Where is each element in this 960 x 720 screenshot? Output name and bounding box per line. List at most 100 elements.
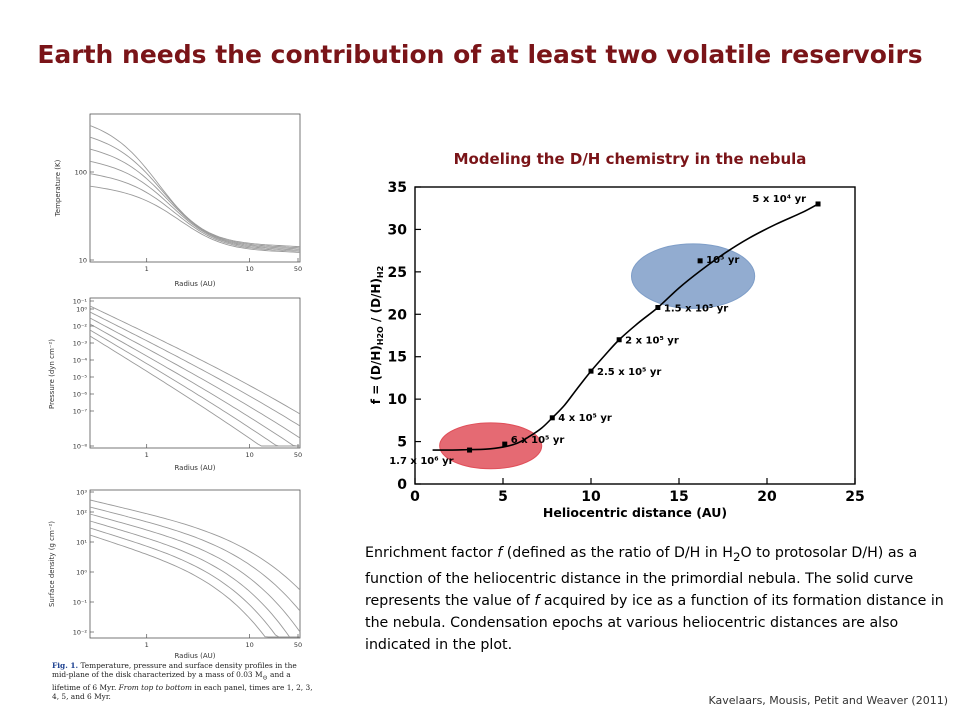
profile-curve — [89, 513, 301, 633]
epoch-point — [467, 447, 473, 453]
plot-frame — [414, 186, 856, 485]
surface-density-panel: 10³ 10² 10¹ 10⁰ 10⁻¹ 10⁻² 1 10 50 Radius (AU) S… — [48, 489, 302, 661]
y-tick-label: 10⁻³ — [73, 340, 88, 348]
pressure-curves — [89, 305, 301, 447]
enrichment-curve — [432, 203, 819, 451]
chart-title: Modeling the D/H chemistry in the nebula — [453, 150, 807, 168]
epoch-label: 2.5 x 10⁵ yr — [597, 367, 661, 378]
x-tick-label: 50 — [294, 265, 302, 273]
epoch-point — [588, 368, 594, 374]
epoch-markers: 1.7 x 10⁶ yr 6 x 10⁵ yr 4 x 10⁵ yr 2.5 x 10… — [389, 194, 821, 467]
profile-curve — [89, 136, 301, 249]
x-tick-label: 15 — [669, 489, 688, 505]
panel-frame — [89, 489, 301, 639]
y-axis-label: Temperature (K) — [54, 159, 62, 217]
red-region — [439, 422, 543, 470]
figure-description: Enrichment factor f (defined as the rati… — [365, 542, 945, 656]
figure-caption-text: and a lifetime of 6 Myr. — [52, 670, 291, 692]
y-tick-label: 10 — [79, 257, 87, 265]
profile-curve — [89, 317, 301, 439]
profile-curve — [89, 527, 300, 638]
figure-caption-label: Fig. 1. — [52, 661, 79, 670]
y-tick-label: 5 — [397, 435, 407, 451]
epoch-label: 1.5 x 10⁵ yr — [664, 303, 728, 314]
y-tick-label: 10¹ — [76, 539, 87, 547]
y-tick-label: 30 — [388, 222, 408, 238]
epoch-point — [502, 441, 508, 447]
caption-text: acquired by ice as a function of its for… — [365, 592, 944, 653]
x-tick-label: 50 — [294, 451, 302, 459]
y-tick-label: 25 — [388, 265, 407, 281]
x-tick-label: 0 — [410, 489, 420, 505]
y-tick-label: 100 — [75, 169, 87, 177]
epoch-point — [549, 415, 555, 421]
epoch-label: 5 x 10⁴ yr — [752, 194, 806, 205]
panel-frame — [89, 297, 301, 449]
profile-curve — [89, 335, 300, 447]
profile-curve — [89, 534, 300, 638]
y-axis-label: Surface density (g cm⁻²) — [48, 521, 56, 607]
y-tick-label: 10⁻⁴ — [73, 357, 88, 365]
highlight-regions — [439, 243, 756, 470]
x-tick-label: 5 — [498, 489, 508, 505]
profile-curve — [89, 323, 300, 447]
x-tick-label: 1 — [145, 451, 149, 459]
x-tick-label: 25 — [845, 489, 864, 505]
epoch-point — [655, 304, 661, 310]
profile-curve — [89, 499, 301, 591]
figure-caption: Fig. 1. Temperature, pressure and surfac… — [52, 661, 313, 702]
x-tick-label: 20 — [757, 489, 777, 505]
panel-frame — [89, 113, 301, 263]
y-tick-label: 35 — [388, 180, 407, 196]
profile-curve — [89, 160, 301, 251]
x-tick-label: 1 — [145, 265, 149, 273]
y-tick-label: 10⁻⁷ — [73, 408, 88, 416]
figure-caption-italic: From top to bottom — [118, 682, 192, 692]
caption-text: Enrichment factor — [365, 545, 498, 561]
dh-chart: 0 5 10 15 20 25 30 35 0 5 10 15 20 25 1.7 x 10⁶ yr 6 … — [369, 180, 865, 520]
y-tick-label: 10⁻¹ — [73, 599, 88, 607]
profile-curve — [89, 305, 301, 415]
epoch-point — [616, 337, 622, 343]
citation: Kavelaars, Mousis, Petit and Weaver (201… — [708, 694, 948, 707]
epoch-point — [697, 258, 703, 264]
profile-curve — [89, 520, 300, 638]
caption-symbol: f — [534, 592, 540, 609]
x-ticks: 0 5 10 15 20 25 — [410, 478, 865, 505]
profile-curve — [89, 506, 301, 612]
x-axis-label: Heliocentric distance (AU) — [543, 505, 727, 520]
temperature-panel: 10 100 1 10 50 Radius (AU) Temperature (K) — [54, 113, 302, 288]
profile-curve — [89, 173, 301, 252]
caption-text: (defined as the ratio of D/H in H — [502, 545, 733, 561]
y-tick-label: 10⁰ — [76, 306, 87, 314]
y-tick-label: 20 — [388, 307, 408, 323]
y-tick-label: 10⁻⁸ — [73, 443, 88, 451]
x-axis-label: Radius (AU) — [174, 652, 215, 660]
epoch-label: 2 x 10⁵ yr — [625, 336, 679, 347]
x-tick-label: 10 — [581, 489, 601, 505]
epoch-point — [815, 201, 821, 207]
profile-curve — [89, 185, 301, 253]
profile-curve — [89, 148, 301, 250]
caption-text: O to protosolar D/H) as a function of th… — [365, 545, 918, 609]
x-tick-label: 10 — [245, 641, 253, 649]
epoch-label: 1.7 x 10⁶ yr — [389, 456, 453, 467]
y-tick-label: 10² — [76, 509, 87, 517]
x-tick-label: 10 — [245, 451, 253, 459]
x-axis-label: Radius (AU) — [174, 464, 215, 472]
profile-curve — [89, 311, 301, 427]
epoch-label: 4 x 10⁵ yr — [558, 413, 612, 424]
caption-subscript: 2 — [732, 549, 741, 564]
x-tick-label: 10 — [245, 265, 253, 273]
profile-curve — [89, 329, 300, 447]
slide-title: Earth needs the contribution of at least… — [37, 40, 923, 69]
caption-symbol: f — [497, 545, 503, 561]
figure-caption-text: Temperature, pressure and surface densit… — [52, 661, 297, 680]
y-tick-label: 10⁻² — [73, 629, 88, 637]
y-ticks: 0 5 10 15 20 25 30 35 — [388, 180, 421, 493]
x-tick-label: 1 — [145, 641, 149, 649]
epoch-label: 10⁵ yr — [706, 255, 739, 266]
y-tick-label: 10⁻¹ — [73, 298, 88, 306]
surface-density-curves — [89, 499, 301, 638]
